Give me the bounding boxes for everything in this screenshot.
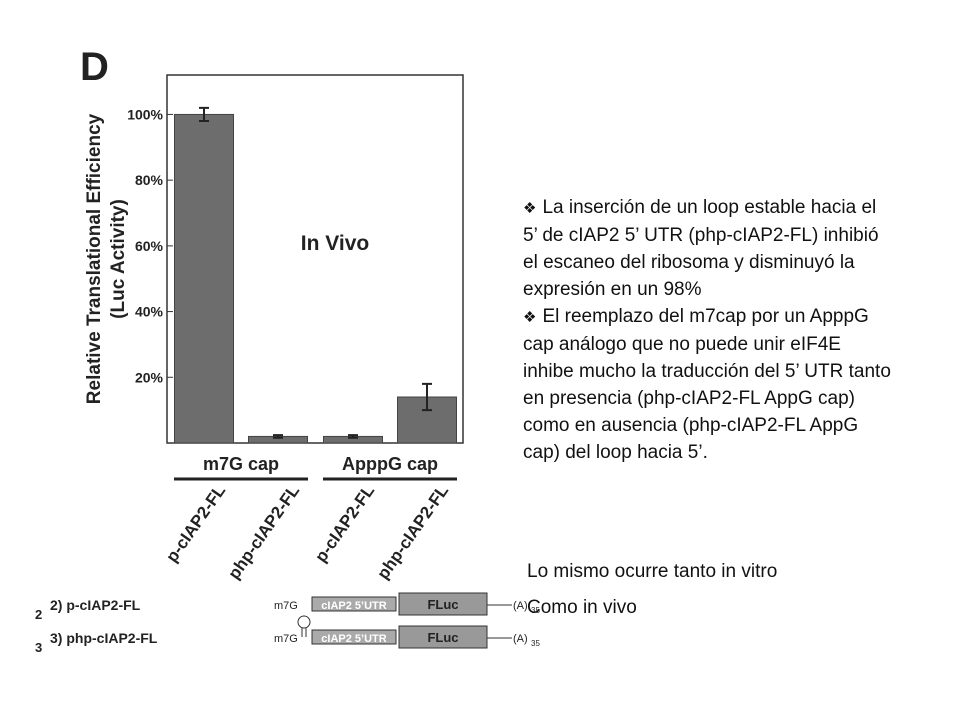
- gene-label: FLuc: [427, 597, 458, 612]
- gene-label: FLuc: [427, 630, 458, 645]
- cap: m7G: [274, 633, 298, 645]
- error-bar: [348, 434, 358, 439]
- tail-length: 35: [531, 639, 540, 648]
- bar: [174, 113, 234, 444]
- gene-box: [398, 625, 488, 649]
- bullet: ❖ La inserción de un loop estable hacia e…: [523, 194, 893, 303]
- utr-box: [311, 629, 397, 645]
- x-tick-label: p-cIAP2-FL: [162, 481, 229, 565]
- y-tick-label: 20%: [135, 369, 164, 385]
- y-tick-label: 80%: [135, 172, 164, 188]
- gene-box: [398, 592, 488, 616]
- note: Como in vivo: [527, 597, 637, 618]
- y-label: (Luc Activity): [108, 199, 129, 319]
- tail-length: 35: [531, 606, 540, 615]
- utr-label: cIAP2 5’UTR: [321, 600, 386, 612]
- row-number: 3: [35, 640, 42, 655]
- plot-frame: [166, 74, 464, 444]
- utr-label: cIAP2 5’UTR: [321, 633, 386, 645]
- bullet-icon: ❖: [523, 309, 537, 326]
- group-label: ApppG cap: [342, 454, 438, 474]
- y-label: Relative Translational Efficiency: [84, 113, 105, 404]
- y-tick-label: 100%: [127, 106, 163, 122]
- bullet-list: ❖ La inserción de un loop estable hacia e…: [523, 194, 893, 466]
- group-label: m7G cap: [203, 454, 279, 474]
- error-bar: [273, 434, 283, 439]
- construct-label: 3) php-cIAP2-FL: [50, 630, 158, 646]
- note: Lo mismo ocurre tanto in vitro: [527, 561, 778, 582]
- x-tick-label: php-cIAP2-FL: [373, 481, 452, 582]
- bullet-text: El reemplazo del m7cap por un ApppG cap …: [523, 306, 891, 463]
- x-tick-label: php-cIAP2-FL: [224, 481, 303, 582]
- cap: m7G: [274, 600, 298, 612]
- panel-label: D: [80, 45, 109, 89]
- bullet: ❖ El reemplazo del m7cap por un ApppG cap…: [523, 303, 893, 466]
- row-number: 2: [35, 607, 42, 622]
- x-tick-label: p-cIAP2-FL: [311, 481, 378, 565]
- y-tick-label: 40%: [135, 304, 164, 320]
- construct-label: 2) p-cIAP2-FL: [50, 597, 141, 613]
- error-bar: [422, 382, 432, 412]
- bullet-icon: ❖: [523, 200, 537, 217]
- tail: (A): [513, 600, 528, 612]
- utr-box: [311, 596, 397, 612]
- stem: [301, 628, 307, 637]
- y-tick-label: 60%: [135, 238, 164, 254]
- tail: (A): [513, 633, 528, 645]
- bullet-text: La inserción de un loop estable hacia el…: [523, 197, 879, 300]
- annotation: In Vivo: [301, 232, 369, 255]
- stem-loop: [297, 615, 311, 629]
- error-bar: [199, 106, 209, 122]
